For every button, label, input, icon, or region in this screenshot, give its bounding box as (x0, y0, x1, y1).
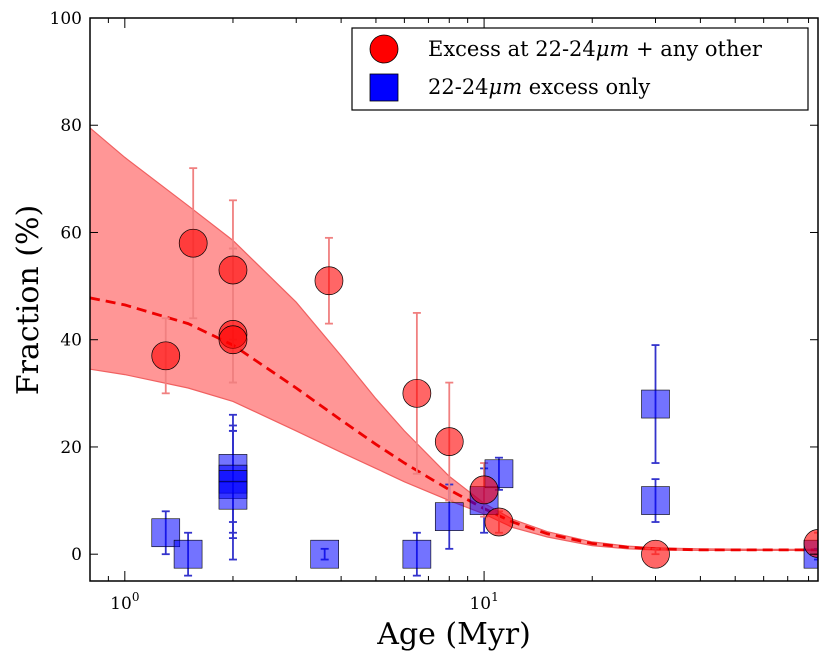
legend-marker-square (369, 73, 399, 102)
x-tick-label-base: 10 (110, 594, 132, 614)
data-point-square (434, 502, 464, 531)
legend-entry-0-unit: μm (596, 37, 630, 61)
y-axis-label: Fraction (%) (11, 205, 46, 395)
data-point-circle (218, 255, 248, 285)
y-tick-label: 20 (60, 438, 82, 458)
data-point-circle (641, 539, 670, 569)
x-tick-label-exp: 0 (132, 590, 140, 604)
data-point-circle (218, 325, 248, 355)
y-tick-label: 60 (60, 223, 82, 243)
x-tick-label: 101 (469, 590, 498, 614)
data-point-circle (434, 427, 464, 456)
x-axis-label: Age (Myr) (376, 617, 531, 652)
x-tick-label: 100 (110, 590, 139, 614)
data-point-square (218, 480, 248, 510)
data-point-square (641, 389, 670, 419)
data-point-square (641, 486, 670, 515)
data-point-circle (469, 475, 499, 505)
legend-marker-circle (369, 34, 399, 64)
y-tick-label: 80 (60, 116, 82, 136)
legend-entry-1-prefix: 22-24 (428, 75, 489, 99)
data-point-square (310, 539, 339, 569)
legend-entry-1-unit: μm (489, 75, 523, 99)
data-point-circle (151, 341, 181, 371)
data-point-circle (803, 529, 818, 558)
data-point-circle (484, 507, 514, 537)
legend-box (351, 27, 809, 111)
data-point-circle (402, 378, 432, 408)
y-tick-label: 40 (60, 331, 82, 351)
y-tick-label: 0 (71, 545, 82, 565)
legend-entry-0-prefix: Excess at 22-24 (428, 37, 596, 61)
plot-frame (89, 17, 819, 582)
legend: Excess at 22-24μm + any other 22-24μm ex… (351, 27, 809, 111)
legend-entry-1-suffix: excess only (522, 75, 650, 99)
x-tick-label-exp: 1 (491, 590, 499, 604)
legend-entry-1: 22-24μm excess only (428, 75, 650, 99)
data-point-square (402, 539, 432, 569)
data-point-square (173, 539, 203, 569)
data-point-circle (314, 266, 344, 296)
legend-entry-0-suffix: + any other (629, 37, 763, 61)
y-tick-label: 100 (50, 9, 82, 29)
x-tick-label-base: 10 (469, 594, 491, 614)
data-point-circle (178, 228, 208, 258)
legend-entry-0: Excess at 22-24μm + any other (428, 37, 763, 61)
